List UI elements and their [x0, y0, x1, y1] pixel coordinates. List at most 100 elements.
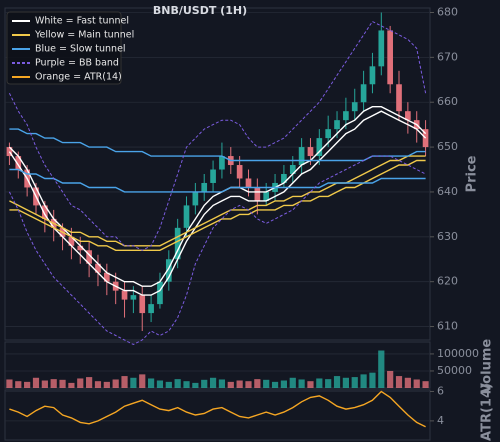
series-line [9, 128, 426, 162]
volume-panel [4, 341, 431, 389]
volume-bar [360, 374, 367, 388]
atr-panel [4, 389, 431, 441]
volume-bar [112, 379, 119, 388]
candle-body [210, 169, 216, 183]
y-tick-label: 50000 [437, 364, 472, 377]
y-tick-label: 660 [437, 95, 458, 108]
volume-bar [333, 376, 341, 388]
candle-body [139, 295, 146, 314]
volume-bar [24, 381, 31, 388]
candle-body [378, 30, 385, 67]
volume-bar [103, 381, 110, 388]
candle-body [77, 245, 84, 251]
legend-box [6, 11, 122, 85]
candle-body [95, 263, 101, 273]
series-line [8, 106, 427, 287]
volume-bar [130, 377, 137, 388]
series-line [9, 390, 426, 428]
candle-body [263, 191, 270, 201]
series-line [9, 155, 426, 247]
volume-bar [387, 370, 394, 388]
y-tick-label: 680 [437, 5, 458, 18]
y-tick-label: 620 [437, 275, 458, 288]
volume-bar [342, 377, 349, 388]
candle-body [396, 84, 402, 112]
y-tick-label: 640 [437, 185, 458, 198]
volume-bar [6, 379, 13, 388]
candle-body [369, 66, 376, 85]
volume-bar [156, 380, 164, 388]
volume-bar [41, 380, 48, 388]
volume-bar [378, 350, 385, 388]
series-line [8, 110, 427, 296]
candle-body [121, 290, 128, 300]
candle-body [6, 147, 13, 157]
volume-bar [307, 381, 314, 388]
candle-body [307, 147, 314, 157]
volume-bar [413, 379, 420, 388]
volume-bar [263, 379, 270, 388]
candle-body [192, 191, 199, 206]
volume-bar [298, 379, 305, 388]
volume-bar [68, 382, 75, 388]
volume-bar [236, 380, 243, 388]
volume-bar [121, 376, 128, 388]
candle-body [325, 129, 332, 139]
volume-bar [139, 374, 146, 388]
series-line [8, 155, 426, 346]
volume-bar [183, 381, 190, 388]
price-panel [4, 7, 431, 341]
volume-bar [227, 381, 234, 388]
volume-bar [325, 379, 332, 388]
volume-bar [192, 382, 199, 388]
candle-body [316, 138, 323, 157]
volume-bar [86, 377, 93, 388]
candle-body [157, 281, 163, 305]
volume-bar [245, 381, 252, 388]
candle-body [103, 272, 110, 282]
candle-body [236, 165, 243, 179]
candle-body [42, 205, 48, 219]
volume-bar [351, 377, 358, 388]
candle-body [86, 250, 92, 264]
candle-body [281, 174, 287, 183]
legend-label: White = Fast tunnel [35, 16, 129, 27]
volume-bar [369, 372, 376, 388]
candle-body [201, 182, 208, 192]
candle-body [387, 30, 393, 85]
candle-body [351, 102, 358, 112]
volume-bar [422, 381, 429, 388]
volume-bar [59, 379, 66, 388]
y-tick-label: 650 [437, 140, 458, 153]
volume-bar [147, 378, 155, 388]
candle-body [68, 236, 75, 246]
marks [6, 12, 429, 428]
y-tick-label: 100000 [437, 347, 479, 360]
volume-bar [404, 377, 411, 388]
candle-body [405, 111, 411, 121]
candle-body [130, 295, 137, 300]
volume-bar [32, 377, 40, 388]
chart-title: BNB/USDT (1H) [153, 4, 247, 17]
legend-label: Purple = BB band [35, 58, 119, 69]
volume-bar [289, 377, 296, 388]
y-axis-title: Price [465, 155, 480, 192]
volume-bar [209, 377, 217, 388]
volume-bar [280, 380, 288, 388]
volume-bar [395, 376, 403, 388]
volume-bar [15, 381, 22, 388]
y-tick-label: 670 [437, 50, 458, 63]
candle-body [289, 165, 296, 174]
atr-axis-title: ATR(14) [480, 383, 495, 441]
series-line [9, 168, 426, 193]
candle-body [183, 205, 190, 228]
y-tick-label: 630 [437, 230, 458, 243]
candle-body [343, 111, 349, 121]
y-tick-label: 610 [437, 320, 458, 333]
candle-body [219, 156, 225, 170]
y-tick-label: 6 [437, 384, 444, 397]
legend: White = Fast tunnel Yellow = Main tunnel B… [6, 11, 134, 85]
candle-body [165, 259, 172, 282]
candle-body [174, 227, 181, 260]
